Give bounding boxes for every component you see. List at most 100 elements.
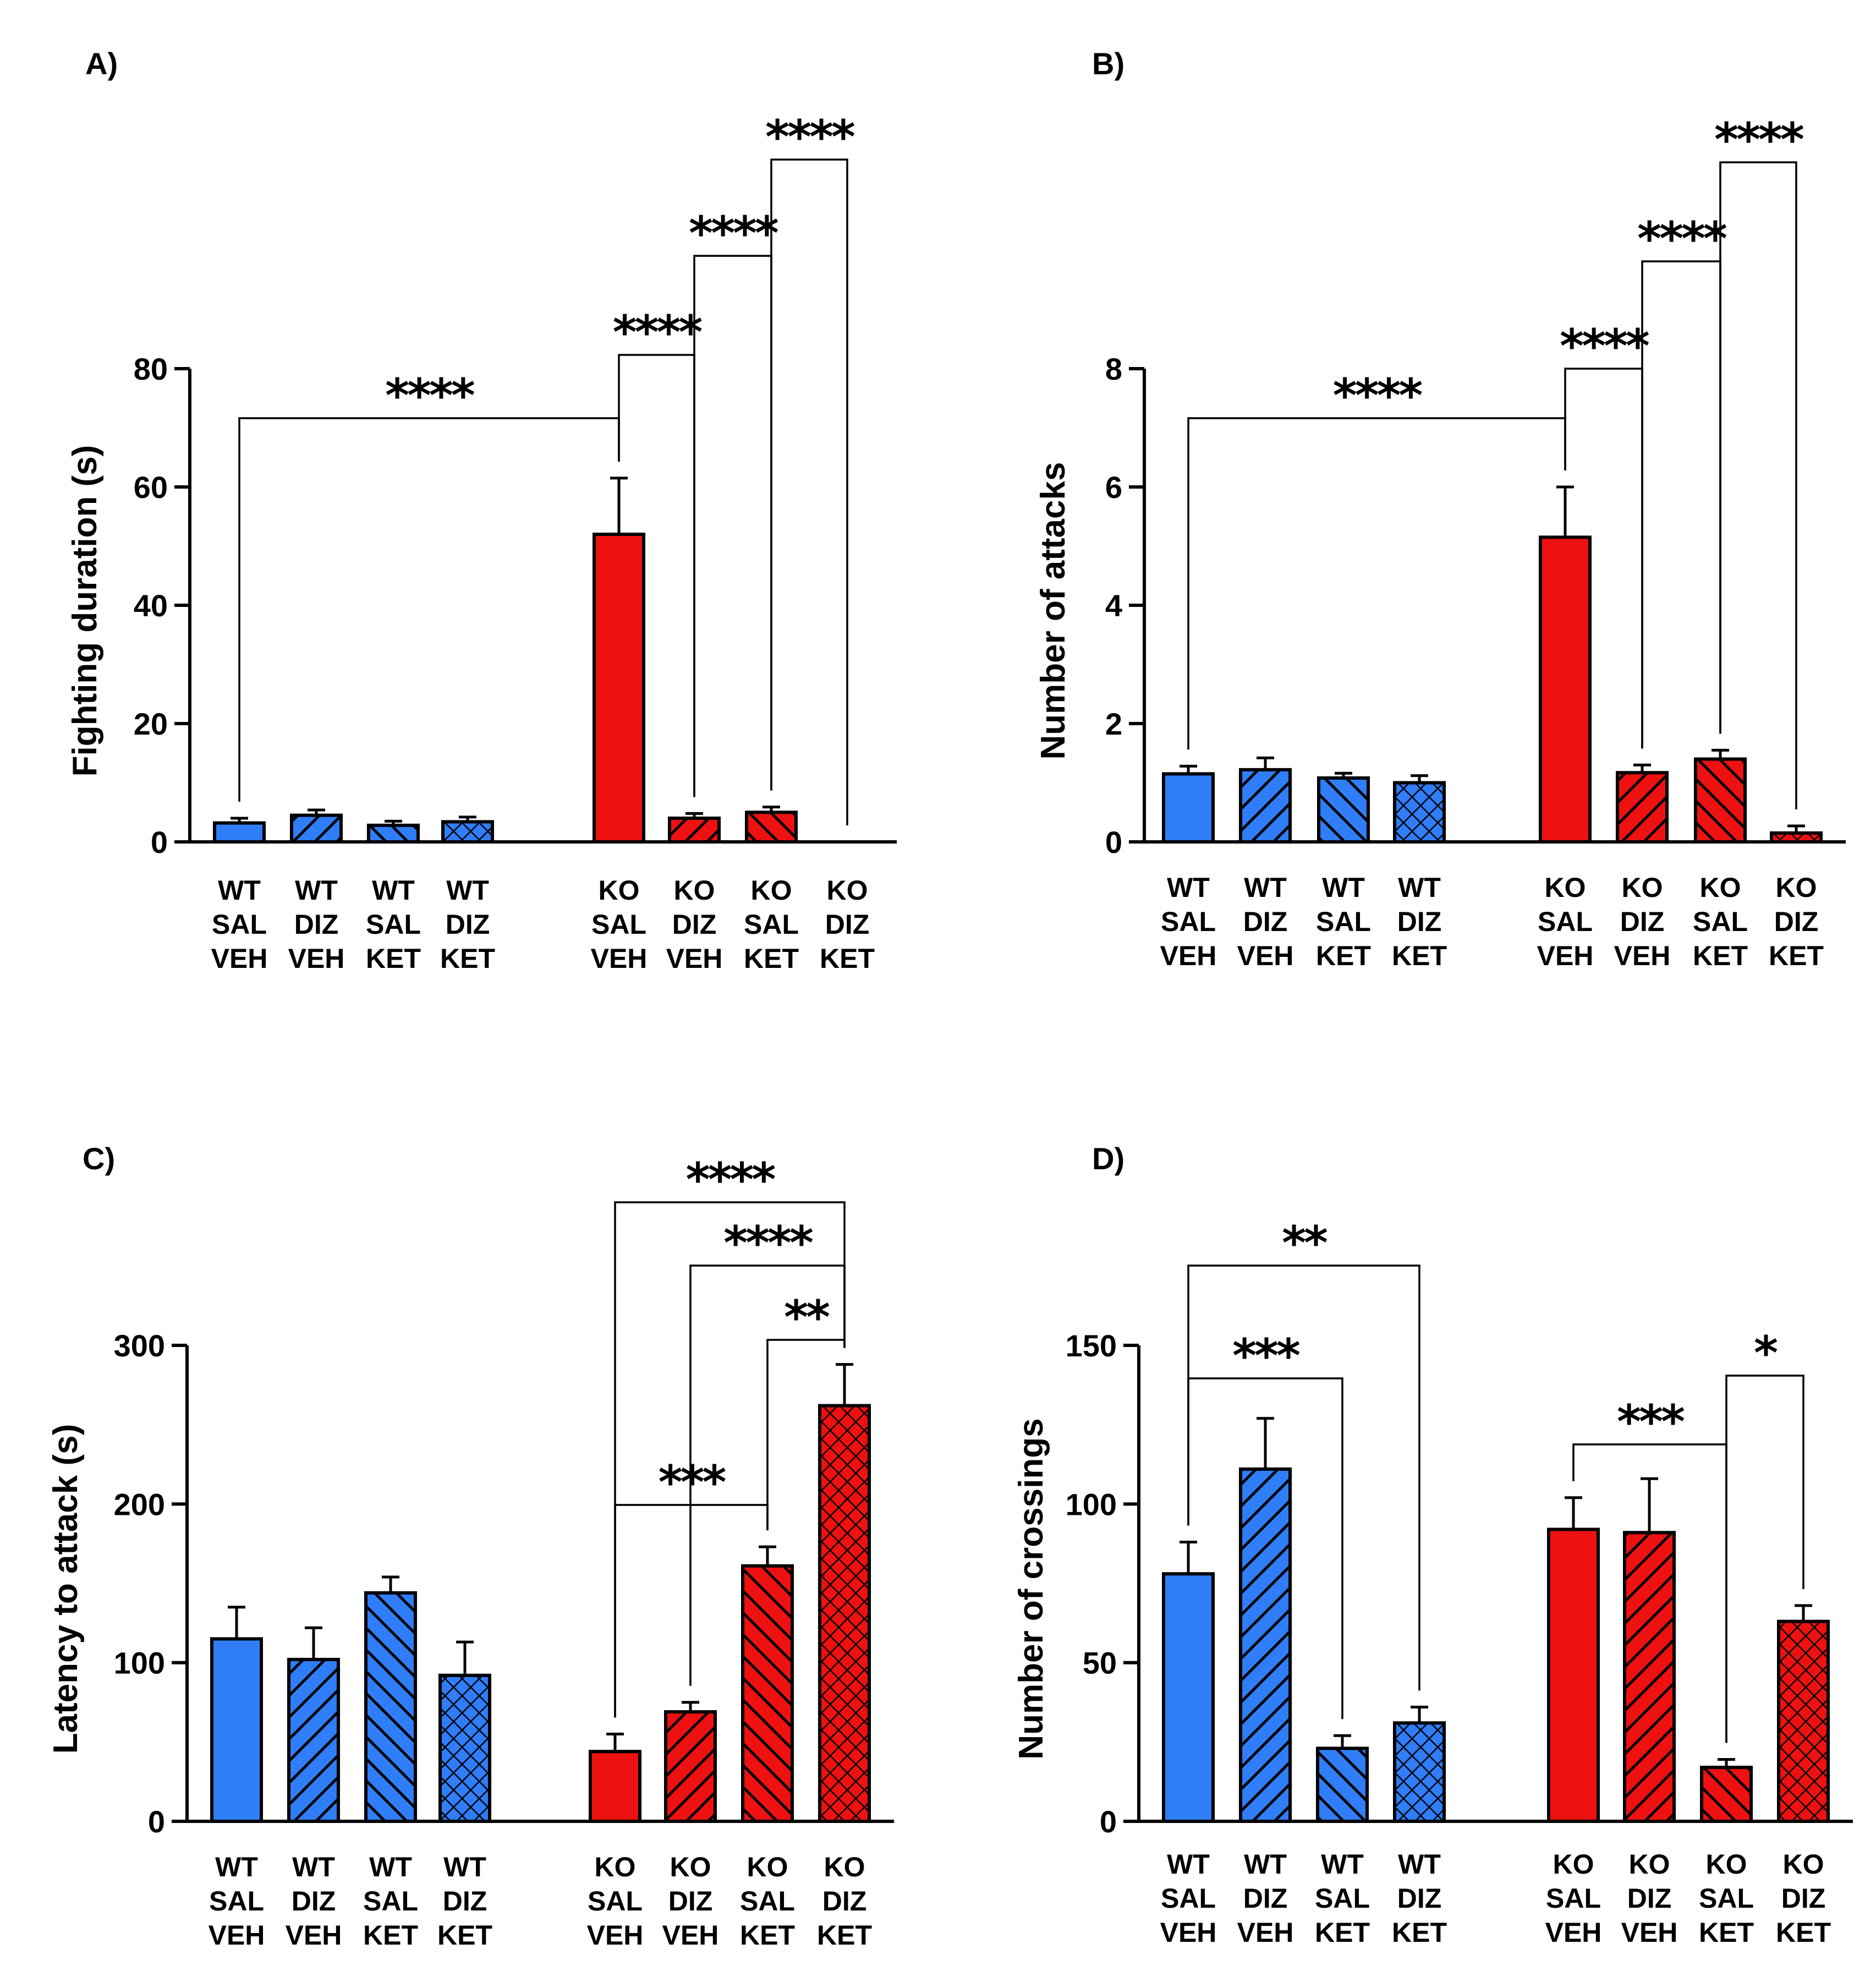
category-label: DIZ	[672, 909, 717, 940]
category-label: WT	[292, 1852, 335, 1882]
category-label: WT	[1244, 1849, 1287, 1880]
significance-label: *	[1754, 1326, 1778, 1380]
category-label: SAL	[1538, 906, 1593, 937]
significance-label: ****	[689, 206, 778, 260]
bar-ko-diz-veh	[668, 817, 721, 844]
category-label: KET	[1699, 1917, 1754, 1948]
bar-wt-diz-ket	[438, 1673, 491, 1824]
category-label: SAL	[366, 909, 421, 940]
category-label: WT	[1398, 872, 1441, 903]
category-label: KET	[1315, 1917, 1370, 1948]
category-label: KET	[1392, 940, 1447, 971]
significance-label: ***	[659, 1455, 726, 1509]
category-label: SAL	[209, 1886, 264, 1917]
bar-ko-diz-ket	[1777, 1619, 1830, 1823]
category-label: KET	[1316, 940, 1371, 971]
category-label: SAL	[363, 1886, 418, 1917]
category-label: KO	[1776, 872, 1817, 903]
panel-label: B)	[1092, 46, 1124, 81]
y-tick-label: 0	[1105, 825, 1122, 859]
category-label: VEH	[666, 943, 723, 974]
category-label: VEH	[587, 1920, 644, 1951]
category-label: DIZ	[1397, 1883, 1442, 1914]
category-label: SAL	[591, 909, 646, 940]
bar-ko-sal-ket	[741, 1564, 794, 1824]
category-label: DIZ	[1243, 1883, 1288, 1914]
bar-wt-diz-veh	[1239, 768, 1292, 844]
category-label: VEH	[591, 943, 648, 974]
y-tick-label: 0	[151, 825, 168, 859]
bar-wt-diz-veh	[287, 1657, 340, 1823]
category-label: KO	[824, 1852, 865, 1882]
category-label: KO	[1706, 1849, 1747, 1880]
bar-ko-sal-ket	[1694, 757, 1747, 844]
category-label: VEH	[1237, 1917, 1294, 1948]
bar-wt-sal-ket	[367, 823, 420, 844]
category-label: KET	[366, 943, 421, 974]
significance-bracket	[1187, 1264, 1420, 1691]
y-tick-label: 80	[134, 352, 168, 386]
bar-wt-sal-veh	[213, 821, 266, 844]
significance-label: **	[784, 1290, 830, 1344]
panel-label: A)	[85, 46, 118, 81]
category-label: KO	[1700, 872, 1741, 903]
significance-bracket	[238, 417, 620, 802]
y-tick-label: 0	[1100, 1804, 1117, 1839]
category-label: KET	[1693, 940, 1748, 971]
category-label: WT	[446, 875, 489, 906]
bar-ko-diz-veh	[1623, 1531, 1676, 1824]
category-label: SAL	[1161, 1883, 1216, 1914]
y-tick-label: 100	[114, 1646, 165, 1680]
category-label: DIZ	[1243, 906, 1288, 937]
category-label: WT	[369, 1852, 412, 1882]
category-label: KO	[595, 1852, 636, 1882]
category-label: VEH	[1237, 940, 1294, 971]
y-tick-label: 8	[1105, 352, 1122, 386]
category-label: SAL	[588, 1886, 643, 1917]
category-label: WT	[1398, 1849, 1441, 1880]
category-label: VEH	[209, 1920, 265, 1951]
y-tick-label: 2	[1105, 707, 1122, 741]
category-label: WT	[215, 1852, 258, 1882]
y-axis-label: Number of crossings	[1012, 1418, 1050, 1759]
category-label: SAL	[744, 909, 799, 940]
category-label: KO	[827, 875, 868, 906]
category-label: DIZ	[1774, 906, 1819, 937]
significance-label: ****	[385, 369, 475, 423]
bar-wt-diz-ket	[1393, 1721, 1446, 1824]
bar-wt-sal-veh	[210, 1637, 263, 1824]
category-label: SAL	[1699, 1883, 1754, 1914]
significance-label: ****	[765, 110, 855, 164]
category-label: WT	[1321, 1849, 1364, 1880]
category-label: DIZ	[1781, 1883, 1826, 1914]
category-label: WT	[372, 875, 415, 906]
category-label: KET	[1392, 1917, 1447, 1948]
category-label: SAL	[1315, 1883, 1370, 1914]
y-tick-label: 40	[134, 588, 168, 623]
bar-ko-sal-ket	[745, 811, 798, 844]
category-label: VEH	[1160, 1917, 1217, 1948]
bar-wt-sal-ket	[1316, 1746, 1369, 1824]
category-label: WT	[1167, 1849, 1210, 1880]
category-label: WT	[1244, 872, 1287, 903]
bar-ko-sal-ket	[1700, 1765, 1753, 1823]
category-label: KET	[1776, 1917, 1831, 1948]
y-axis-label: Number of attacks	[1034, 462, 1072, 760]
category-label: VEH	[1160, 940, 1217, 971]
category-label: DIZ	[1627, 1883, 1672, 1914]
category-label: KET	[744, 943, 799, 974]
category-label: SAL	[740, 1886, 795, 1917]
bar-ko-sal-veh	[593, 533, 645, 844]
category-label: VEH	[1545, 1917, 1602, 1948]
category-label: DIZ	[443, 1886, 487, 1917]
y-axis-label: Latency to attack (s)	[47, 1424, 85, 1754]
significance-bracket	[693, 255, 772, 797]
category-label: DIZ	[1620, 906, 1665, 937]
y-tick-label: 60	[134, 470, 168, 505]
category-label: VEH	[1614, 940, 1671, 971]
y-tick-label: 50	[1083, 1646, 1117, 1680]
y-tick-label: 300	[114, 1328, 165, 1363]
